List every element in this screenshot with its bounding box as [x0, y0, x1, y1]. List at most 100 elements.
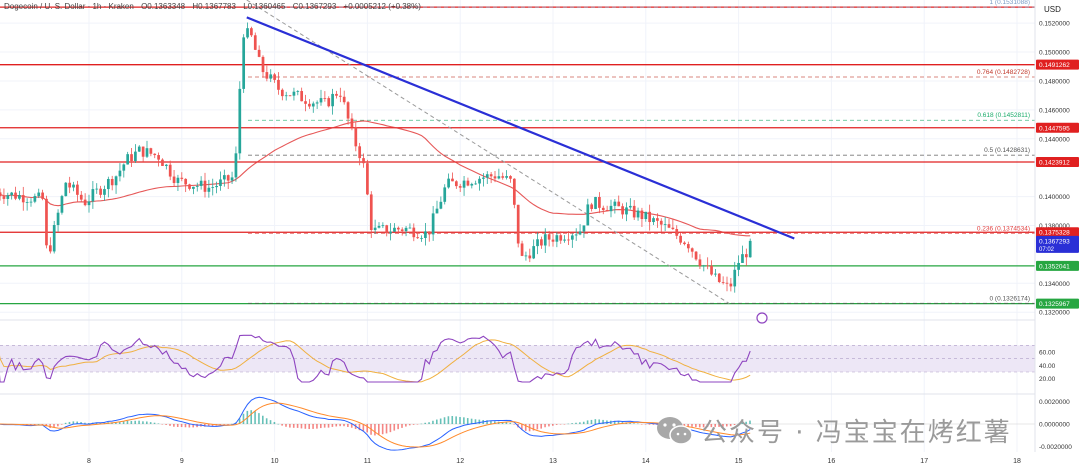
- candle-body: [601, 207, 605, 211]
- candle-body: [381, 225, 385, 227]
- candle-body: [412, 227, 416, 238]
- time-tick-label: 8: [87, 458, 91, 465]
- candle-body: [29, 201, 33, 203]
- candle-body: [714, 273, 717, 275]
- macd-histogram-bar: [582, 421, 585, 424]
- macd-histogram-bar: [273, 421, 276, 424]
- candle-body: [555, 235, 559, 242]
- candle-body: [25, 201, 29, 203]
- candle-body: [6, 195, 10, 199]
- candle-body: [219, 179, 222, 186]
- level-price-tag-label: 0.1375328: [1039, 230, 1070, 237]
- macd-histogram-bar: [640, 424, 643, 425]
- candle-body: [161, 159, 164, 166]
- candle-body: [230, 177, 234, 181]
- candle-body: [37, 192, 41, 197]
- candle-body: [656, 218, 659, 221]
- level-price-tag: [1036, 227, 1079, 238]
- candle-body: [33, 196, 37, 202]
- candle-body: [497, 176, 501, 179]
- macd-histogram-bar: [718, 424, 720, 427]
- candle-body: [520, 243, 524, 256]
- close-value: C0.1367293: [292, 2, 337, 11]
- candle-body: [543, 234, 547, 246]
- candle-body: [234, 153, 238, 178]
- macd-histogram-bar: [265, 418, 268, 424]
- candle-body: [145, 148, 149, 157]
- level-price-tag-label: 0.1447595: [1039, 125, 1070, 132]
- macd-histogram-bar: [594, 419, 597, 424]
- candle-body: [110, 179, 114, 186]
- price-tick-label: 0.1460000: [1039, 107, 1070, 114]
- candle-body: [41, 192, 44, 199]
- candle-body: [590, 204, 594, 209]
- candle-body: [261, 56, 265, 73]
- candle-body: [458, 186, 462, 188]
- macd-tick-label: 0.0020000: [1039, 399, 1070, 406]
- macd-histogram-bar: [192, 424, 194, 428]
- macd-histogram-bar: [80, 422, 82, 424]
- candle-body: [164, 164, 168, 166]
- candle-body: [574, 234, 578, 236]
- macd-histogram-bar: [432, 420, 434, 424]
- macd-histogram-bar: [389, 424, 392, 433]
- macd-histogram-bar: [115, 422, 117, 424]
- candle-body: [95, 188, 99, 190]
- candle-body: [137, 146, 141, 152]
- rsi-tick-label: 40.00: [1039, 363, 1056, 370]
- candle-body: [706, 265, 710, 267]
- macd-histogram-bar: [57, 424, 59, 427]
- candle-body: [250, 28, 253, 36]
- macd-histogram-bar: [648, 424, 651, 425]
- candle-body: [311, 103, 315, 107]
- macd-histogram-bar: [687, 424, 689, 427]
- macd-histogram-bar: [714, 424, 716, 427]
- macd-histogram-bar: [463, 417, 465, 424]
- macd-histogram-bar: [323, 424, 326, 428]
- candle-body: [598, 197, 601, 208]
- candle-body: [76, 184, 79, 195]
- macd-signal-line: [0, 402, 751, 448]
- macd-histogram-bar: [142, 421, 144, 424]
- macd-histogram-bar: [53, 424, 55, 428]
- candle-body: [737, 262, 740, 270]
- price-tick-label: 0.1320000: [1039, 310, 1070, 317]
- level-price-tag: [1036, 122, 1079, 133]
- macd-histogram-bar: [397, 424, 399, 430]
- candle-body: [373, 227, 377, 231]
- candle-body: [257, 49, 261, 57]
- candle-body: [385, 225, 389, 234]
- candle-body: [451, 178, 454, 182]
- macd-histogram-bar: [277, 423, 280, 425]
- macd-histogram-bar: [590, 419, 593, 424]
- time-tick-label: 15: [735, 458, 743, 465]
- macd-histogram-bar: [335, 424, 338, 427]
- candle-body: [485, 174, 489, 178]
- time-tick-label: 18: [1013, 458, 1021, 465]
- last-price-label: 0.1367293: [1039, 238, 1070, 245]
- candle-body: [157, 155, 160, 160]
- candle-body: [284, 95, 288, 97]
- candle-body: [605, 210, 609, 212]
- macd-histogram-bar: [149, 422, 152, 424]
- macd-histogram-bar: [312, 424, 314, 429]
- macd-histogram-bar: [710, 424, 713, 428]
- macd-histogram-bar: [490, 420, 492, 424]
- macd-histogram-bar: [629, 422, 631, 424]
- candle-body: [87, 201, 91, 206]
- price-tick-label: 0.1340000: [1039, 281, 1070, 288]
- candle-body: [447, 178, 450, 188]
- candle-body: [277, 79, 280, 90]
- macd-histogram-bar: [741, 422, 744, 424]
- macd-histogram-bar: [292, 424, 295, 428]
- candle-body: [501, 176, 505, 178]
- macd-histogram-bar: [451, 416, 454, 424]
- macd-histogram-bar: [366, 424, 368, 433]
- candle-body: [331, 93, 334, 107]
- candle-body: [559, 235, 563, 241]
- candle-body: [308, 103, 311, 107]
- candle-body: [18, 195, 21, 199]
- macd-histogram-bar: [327, 424, 330, 428]
- candle-body: [710, 265, 713, 275]
